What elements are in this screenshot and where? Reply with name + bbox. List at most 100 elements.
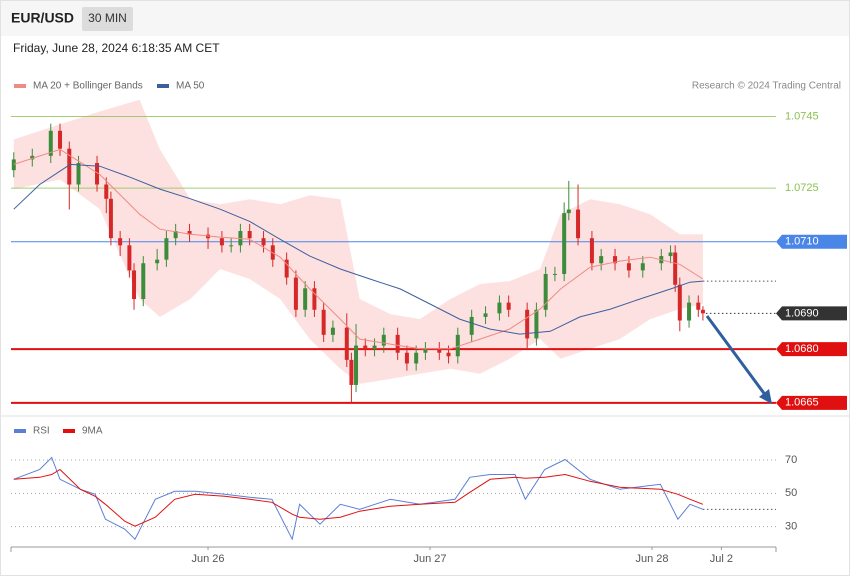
candle-body <box>155 259 160 264</box>
candle-body <box>469 316 474 335</box>
candle-body <box>108 198 113 239</box>
level-label: 1.0725 <box>785 182 819 194</box>
timestamp: Friday, June 28, 2024 6:18:35 AM CET <box>13 41 220 55</box>
candle-body <box>506 302 511 310</box>
candle-body <box>589 238 594 264</box>
candle-body <box>700 309 705 314</box>
candle-body <box>95 163 100 185</box>
candle-body <box>640 263 645 271</box>
candle-body <box>67 148 72 185</box>
candle-body <box>437 349 442 353</box>
candle-body <box>696 302 701 310</box>
level-label: 1.0665 <box>785 397 819 409</box>
indicator-line <box>13 456 704 541</box>
x-tick-label: Jul 2 <box>710 553 733 565</box>
candle-body <box>104 184 109 199</box>
level-tag <box>776 234 847 249</box>
level-tag <box>776 342 847 357</box>
candle-body <box>321 309 326 335</box>
candle-body <box>303 288 308 310</box>
candle-body <box>626 263 631 271</box>
candle-body <box>566 209 571 214</box>
candle-body <box>562 213 567 274</box>
candle-body <box>11 159 16 171</box>
forecast-arrowhead <box>759 389 772 404</box>
level-tag <box>776 306 847 321</box>
y-tick-label: 30 <box>785 521 797 533</box>
candle-body <box>372 345 377 350</box>
candle-body <box>76 163 81 185</box>
y-tick-label: 70 <box>785 454 797 466</box>
legend-label: 9MA <box>82 426 103 437</box>
legend-swatch <box>157 84 169 88</box>
candle-body <box>525 309 530 339</box>
candle-body <box>414 352 419 364</box>
candle-body <box>687 302 692 321</box>
legend-swatch <box>14 84 26 88</box>
x-tick-label: Jun 27 <box>414 553 447 565</box>
legend-swatch <box>63 429 75 433</box>
candle-body <box>284 259 289 278</box>
candle-body <box>127 245 132 271</box>
level-label: 1.0745 <box>785 110 819 122</box>
candle-body <box>261 238 266 246</box>
candle-body <box>668 252 673 257</box>
candle-body <box>344 327 349 360</box>
credit: Research © 2024 Trading Central <box>692 81 841 92</box>
candle-body <box>247 231 252 239</box>
candle-body <box>543 273 548 310</box>
symbol: EUR/USD <box>11 10 74 26</box>
x-tick-label: Jun 26 <box>192 553 225 565</box>
candle-body <box>330 327 335 335</box>
y-tick-label: 50 <box>785 487 797 499</box>
candle-body <box>381 334 386 346</box>
candle-body <box>497 302 502 314</box>
level-label: 1.0710 <box>785 236 819 248</box>
candle-body <box>613 256 618 264</box>
candle-body <box>363 345 368 350</box>
candle-body <box>552 273 557 275</box>
toolbar <box>1 1 849 36</box>
ma-line <box>13 148 704 350</box>
legend-label: MA 20 + Bollinger Bands <box>33 81 143 92</box>
candle-body <box>395 334 400 353</box>
candle-body <box>164 238 169 260</box>
ma-line <box>13 163 703 335</box>
legend-label: MA 50 <box>176 81 205 92</box>
candle-body <box>132 270 137 300</box>
candle-body <box>677 284 682 321</box>
candle-body <box>349 359 354 385</box>
candle-body <box>173 231 178 239</box>
candle-body <box>229 245 234 247</box>
forecast-arrow <box>705 315 768 397</box>
candle-body <box>599 256 604 264</box>
level-label: 1.0690 <box>785 307 819 319</box>
candle-body <box>483 313 488 317</box>
indicator-line <box>13 468 704 527</box>
interval[interactable]: 30 MIN <box>88 11 127 25</box>
interval-button[interactable] <box>82 7 133 31</box>
candle-body <box>141 263 146 300</box>
candle-body <box>30 155 35 160</box>
level-tag <box>776 395 847 410</box>
candle-body <box>354 345 359 385</box>
legend-label: RSI <box>33 426 50 437</box>
candle-body <box>187 231 192 235</box>
legend-swatch <box>14 429 26 433</box>
x-tick-label: Jun 28 <box>636 553 669 565</box>
candle-body <box>219 238 224 246</box>
candle-body <box>446 352 451 357</box>
candle-body <box>118 238 123 246</box>
candle-body <box>48 130 53 156</box>
candle-body <box>455 334 460 357</box>
candle-body <box>534 309 539 339</box>
candle-body <box>576 209 581 239</box>
level-label: 1.0680 <box>785 343 819 355</box>
candle-body <box>673 252 678 285</box>
candle-body <box>293 277 298 310</box>
candle-body <box>58 130 63 149</box>
candle-body <box>312 288 317 310</box>
candle-body <box>423 349 428 353</box>
